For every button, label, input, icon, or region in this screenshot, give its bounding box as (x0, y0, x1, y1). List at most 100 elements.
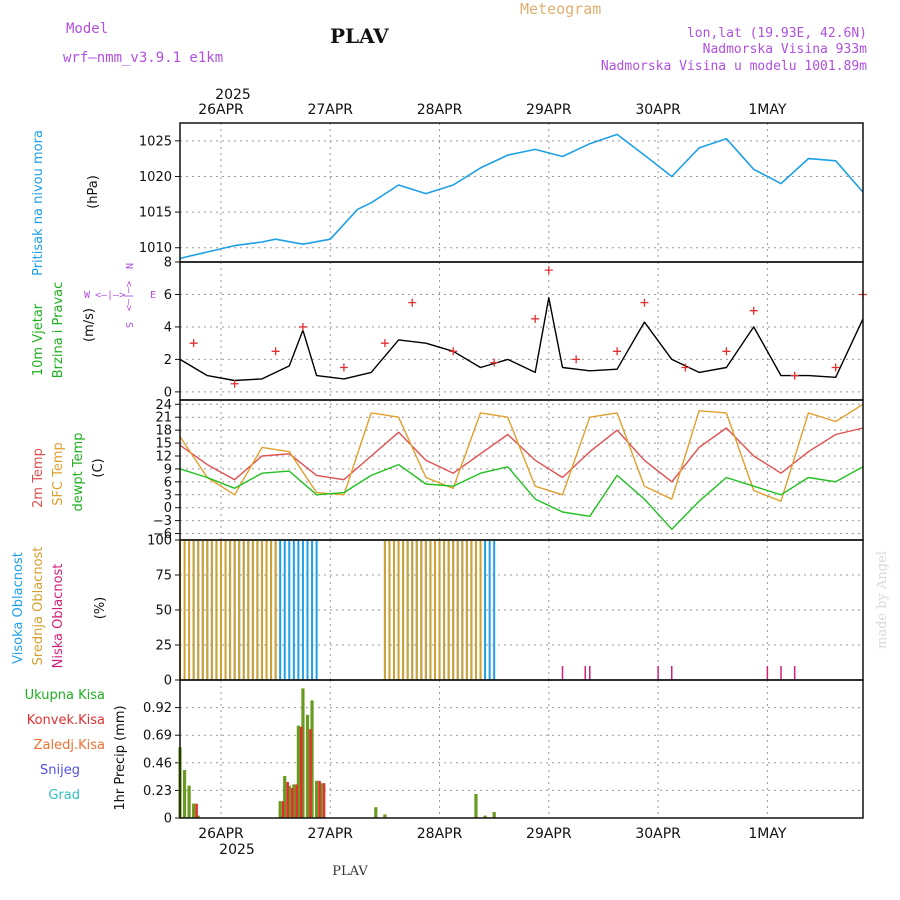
temperature-tick-label: 18 (155, 424, 172, 439)
t2m-label: 2m Temp (31, 448, 46, 508)
precip-total-bar (315, 780, 319, 818)
precip-total-bar (182, 770, 187, 818)
pressure-tick-label: 1020 (139, 170, 172, 185)
wind-tick-label: 4 (164, 320, 172, 335)
precip-conv-bar (286, 782, 289, 818)
lonlat-text: lon,lat (19.93E, 42.6N) (687, 26, 867, 41)
temperature-tick-label: 24 (155, 398, 172, 413)
precip-tick-label: 0 (164, 812, 172, 827)
bottom-day-label: 26APR (198, 826, 244, 842)
precip-tick-label: 0.23 (143, 784, 172, 799)
precip-tick-label: 0.69 (143, 729, 172, 744)
bottom-day-label: 1MAY (748, 826, 786, 842)
wind-gust-marker (531, 314, 540, 323)
precip-conv-bar (309, 729, 312, 818)
compass-horizontal: <—|—> (95, 290, 125, 301)
wind-gust-marker (544, 266, 553, 275)
wind-gust-marker (613, 347, 622, 356)
pressure-tick-label: 1015 (139, 206, 172, 221)
precip-border (179, 679, 864, 819)
wind-ylabel-2: Brzina i Pravac (51, 282, 66, 379)
wind-speed-line (179, 297, 864, 382)
precip-tick-label: 0.92 (143, 701, 172, 716)
watermark: made by Angel (875, 551, 890, 649)
precip-legend-item: Konvek.Kisa (27, 713, 105, 728)
precip-panel: 0 0.23 0.46 0.69 0.92 (143, 679, 864, 827)
precip-total-bar (483, 815, 487, 818)
wind-unit: (m/s) (82, 308, 97, 342)
bottom-day-label: 30APR (635, 826, 681, 842)
pressure-series-line (179, 133, 864, 260)
precip-total-bar (187, 785, 191, 818)
bottom-day-label: 29APR (526, 826, 572, 842)
wind-tick-label: 8 (164, 256, 172, 271)
cloud-tick-label: 100 (147, 534, 172, 549)
wind-gust-marker (298, 322, 307, 331)
wind-gust-marker (831, 363, 840, 372)
wind-gust-marker (380, 339, 389, 348)
wind-panel: 0 2 4 6 8 (164, 256, 867, 401)
precip-total-bar (319, 783, 323, 818)
temperature-tick-label: −6 (153, 527, 172, 542)
model-name: wrf—nmm_v3.9.1 e1km (63, 50, 223, 66)
top-day-label: 27APR (307, 102, 353, 118)
precip-conv-bar (322, 783, 326, 818)
wind-gust-marker (339, 363, 348, 372)
precip-tick-label: 0.46 (143, 756, 172, 771)
wind-tick-label: 6 (164, 288, 172, 303)
year-label-bottom: 2025 (219, 842, 255, 858)
temperature-tick-label: −3 (153, 514, 172, 529)
temperature-unit: (C) (91, 458, 106, 477)
wind-ylabel-1: 10m Vjetar (31, 303, 46, 376)
precip-total-bar (305, 714, 310, 818)
cloud-tick-label: 50 (155, 604, 172, 619)
temperature-tick-label: 12 (155, 450, 172, 465)
wind-tick-label: 0 (164, 385, 172, 400)
compass-s: S (123, 322, 134, 328)
temperature-tick-label: 0 (164, 501, 172, 516)
elevation-text: Nadmorska Visina 933m (703, 42, 868, 57)
wind-gust-marker (722, 347, 731, 356)
cloud-tick-label: 0 (164, 674, 172, 689)
wind-gust-marker (408, 298, 417, 307)
pressure-tick-label: 1025 (139, 134, 172, 149)
temperature-tick-label: 15 (155, 437, 172, 452)
precip-total-bar (474, 794, 478, 818)
wind-gust-marker (490, 358, 499, 367)
precip-total-bar (492, 812, 496, 818)
wind-gust-marker (271, 347, 280, 356)
precip-conv-bar (318, 780, 321, 818)
precip-total-bar (301, 688, 305, 818)
precip-total-bar (383, 814, 387, 818)
dewpoint-line (179, 463, 864, 530)
top-day-label: 30APR (635, 102, 681, 118)
top-day-label: 28APR (417, 102, 463, 118)
precip-total-bar (296, 725, 300, 818)
wind-gust-marker (681, 363, 690, 372)
precip-conv-bar (295, 784, 299, 818)
wind-tick-label: 2 (164, 353, 172, 368)
model-label: Model (66, 21, 108, 37)
precip-total-bar (196, 815, 200, 818)
precip-total-bar (310, 700, 314, 818)
temperature-tick-label: 6 (164, 475, 172, 490)
precip-total-bar (287, 785, 291, 818)
temperature-tick-label: 3 (164, 488, 172, 503)
precip-conv-bar (195, 803, 198, 818)
dewpoint-label: dewpt Temp (71, 432, 86, 511)
precip-conv-bar (290, 788, 294, 818)
compass-n: N (123, 263, 134, 269)
wind-gust-marker (230, 379, 239, 388)
precip-legend-item: Ukupna Kisa (25, 688, 105, 703)
pressure-tick-label: 1010 (139, 241, 172, 256)
precip-legend: Ukupna Kisa Konvek.Kisa Zaledj.Kisa Snijeg G… (25, 688, 105, 803)
precip-total-bar (283, 776, 287, 818)
model-elevation-text: Nadmorska Visina u modelu 1001.89m (601, 59, 867, 74)
wind-gust-marker (749, 306, 758, 315)
precip-ylabel: 1hr Precip (mm) (113, 705, 128, 810)
bottom-day-label: 27APR (307, 826, 353, 842)
temperature-tick-label: 9 (164, 462, 172, 477)
pressure-ylabel: Pritisak na nivou mora (31, 130, 46, 276)
